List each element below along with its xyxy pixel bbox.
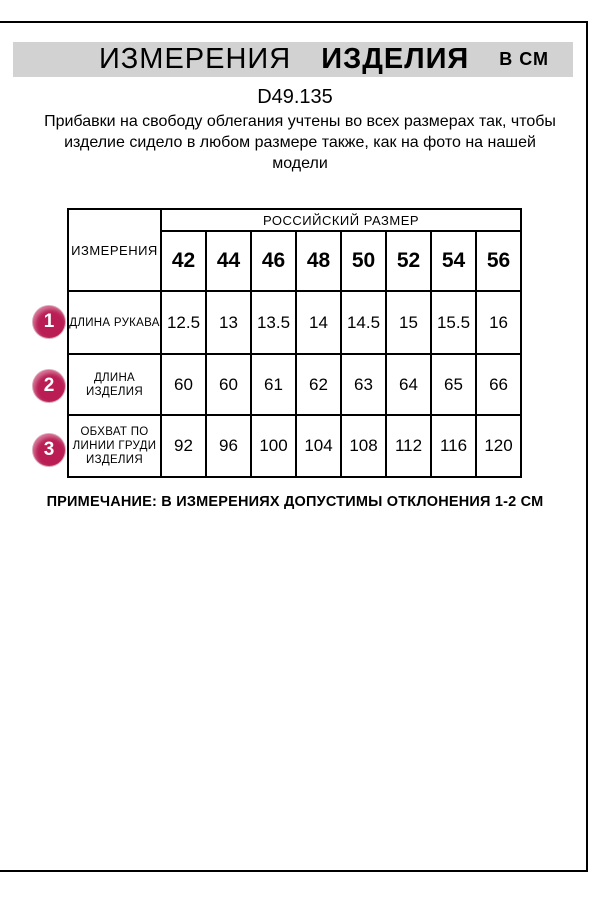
value-cell: 64 [385, 353, 432, 416]
fit-description-line: модели [272, 155, 328, 172]
measurements-column-header: ИЗМЕРЕНИЯ [67, 208, 162, 292]
value-cell: 96 [205, 414, 252, 478]
value-cell: 15 [385, 290, 432, 355]
row-label-garment-length: ДЛИНА ИЗДЕЛИЯ [67, 353, 162, 416]
size-header-cell: 52 [385, 230, 432, 292]
size-header-cell: 42 [160, 230, 207, 292]
badge-number: 1 [43, 311, 55, 332]
value-cell: 62 [295, 353, 342, 416]
fit-description-line: Прибавки на свободу облегания учтены во … [44, 113, 556, 130]
size-header-cell: 56 [474, 230, 523, 292]
value-cell: 66 [474, 353, 523, 416]
value-cell: 60 [160, 353, 207, 416]
row-number-badge-1: 1 [33, 306, 65, 338]
size-header-cell: 44 [205, 230, 252, 292]
value-cell: 116 [430, 414, 477, 478]
value-cell: 12.5 [160, 290, 207, 355]
row-label-sleeve-length: ДЛИНА РУКАВА [67, 290, 162, 355]
table-row-sleeve-length: ДЛИНА РУКАВА 12.5 13 13.5 14 14.5 15 15.… [67, 290, 523, 355]
value-cell: 14.5 [340, 290, 387, 355]
title-unit: В СМ [499, 49, 550, 69]
table-row-garment-length: ДЛИНА ИЗДЕЛИЯ 60 60 61 62 63 64 65 66 [67, 353, 523, 416]
page-border [0, 21, 588, 872]
russian-size-header: РОССИЙСКИЙ РАЗМЕР [159, 208, 523, 232]
row-number-badge-3: 3 [33, 434, 65, 466]
size-header-cell: 50 [340, 230, 387, 292]
model-code: D49.135 [257, 86, 333, 108]
fit-description-line: изделие сидело в любом размере также, ка… [64, 134, 536, 151]
title-band: ИЗМЕРЕНИЯ ИЗДЕЛИЯ В СМ [13, 42, 573, 77]
title-product: ИЗДЕЛИЯ [321, 43, 470, 75]
badge-number: 3 [43, 439, 55, 460]
size-header-cell: 48 [295, 230, 342, 292]
size-header-cell: 46 [250, 230, 297, 292]
value-cell: 16 [474, 290, 523, 355]
row-number-badge-2: 2 [33, 370, 65, 402]
size-table: ИЗМЕРЕНИЯ РОССИЙСКИЙ РАЗМЕР 42 44 46 48 … [67, 208, 523, 478]
title-measurements: ИЗМЕРЕНИЯ [98, 43, 292, 75]
size-header-cell: 54 [430, 230, 477, 292]
size-header-row: 42 44 46 48 50 52 54 56 [68, 230, 523, 292]
value-cell: 112 [385, 414, 432, 478]
value-cell: 92 [160, 414, 207, 478]
value-cell: 15.5 [430, 290, 477, 355]
value-cell: 120 [474, 414, 523, 478]
fit-description: Прибавки на свободу облегания учтены во … [0, 111, 600, 174]
value-cell: 104 [295, 414, 342, 478]
value-cell: 108 [340, 414, 387, 478]
table-row-chest-girth: ОБХВАТ ПО ЛИНИИ ГРУДИ ИЗДЕЛИЯ 92 96 100 … [67, 414, 523, 478]
value-cell: 13.5 [250, 290, 297, 355]
value-cell: 13 [205, 290, 252, 355]
value-cell: 60 [205, 353, 252, 416]
tolerance-note: ПРИМЕЧАНИЕ: В ИЗМЕРЕНИЯХ ДОПУСТИМЫ ОТКЛО… [46, 494, 544, 510]
row-label-chest-girth: ОБХВАТ ПО ЛИНИИ ГРУДИ ИЗДЕЛИЯ [67, 414, 162, 478]
value-cell: 63 [340, 353, 387, 416]
value-cell: 14 [295, 290, 342, 355]
value-cell: 61 [250, 353, 297, 416]
value-cell: 65 [430, 353, 477, 416]
value-cell: 100 [250, 414, 297, 478]
badge-number: 2 [43, 375, 55, 396]
